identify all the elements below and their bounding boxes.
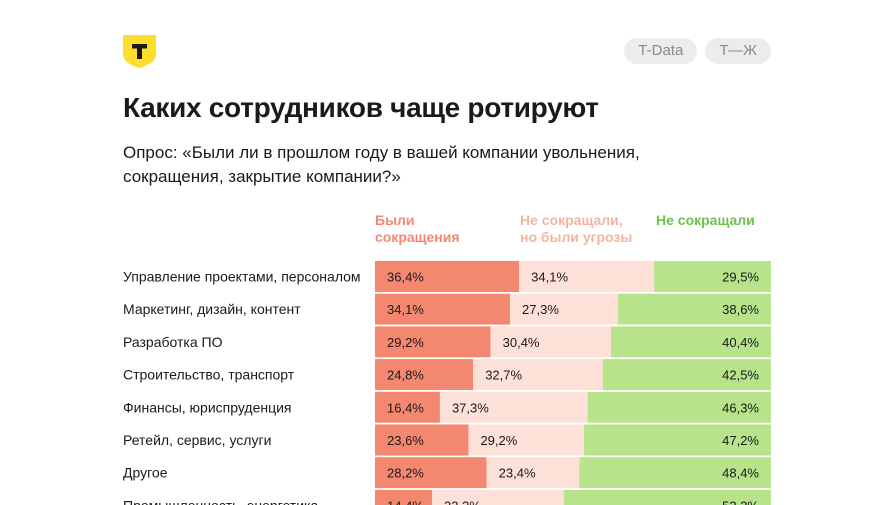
- row-gap: [375, 292, 771, 294]
- data-label: 47,2%: [722, 433, 759, 448]
- bar-segment: [468, 424, 585, 456]
- data-label: 27,3%: [522, 302, 559, 317]
- data-label: 33,3%: [444, 498, 481, 505]
- data-label: 36,4%: [387, 270, 424, 285]
- tag-t-data[interactable]: T-Data: [624, 38, 698, 64]
- chart-title: Каких сотрудников чаще ротируют: [123, 92, 599, 123]
- chart-legend: Были сокращения Не сокращали, но были уг…: [0, 212, 895, 252]
- bar-segment: [602, 359, 771, 391]
- bar-segment: [375, 391, 440, 423]
- data-label: 29,2%: [387, 335, 424, 350]
- data-label: 16,4%: [387, 400, 424, 415]
- data-label: 37,3%: [452, 400, 489, 415]
- row-label: Маркетинг, дизайн, контент: [123, 301, 301, 317]
- legend-item-no-cut: Не сокращали: [656, 212, 755, 228]
- bar-segment: [611, 326, 771, 358]
- t-logo: [123, 35, 156, 68]
- row-gap: [375, 488, 771, 490]
- tag-t-zh[interactable]: Т—Ж: [705, 38, 771, 64]
- bar-segment: [375, 326, 491, 358]
- data-label: 42,5%: [722, 368, 759, 383]
- row-gap: [375, 324, 771, 327]
- data-label: 23,6%: [387, 433, 424, 448]
- data-label: 14,4%: [387, 498, 424, 505]
- data-label: 40,4%: [722, 335, 759, 350]
- row-label: Промышленность, энергетика: [123, 497, 318, 505]
- row-label: Строительство, транспорт: [123, 367, 295, 383]
- bar-segment: [510, 293, 619, 325]
- row-gap: [375, 357, 771, 360]
- data-label: 46,3%: [722, 400, 759, 415]
- bar-segment: [375, 489, 433, 505]
- row-label: Другое: [123, 465, 168, 481]
- bar-segment: [432, 489, 564, 505]
- data-label: 30,4%: [503, 335, 540, 350]
- bar-segment: [519, 261, 655, 292]
- data-label: 48,4%: [722, 466, 759, 481]
- bar-segment: [375, 359, 474, 391]
- legend-item-threat: Не сокращали, но были угрозы: [520, 212, 633, 245]
- data-label: 23,4%: [499, 466, 536, 481]
- row-gap: [375, 422, 771, 425]
- data-label: 32,7%: [485, 368, 522, 383]
- data-label: 29,5%: [722, 270, 759, 285]
- bar-segment: [618, 293, 771, 325]
- data-label: 52,3%: [722, 498, 759, 505]
- bar-segment: [587, 391, 771, 423]
- bar-segment: [375, 457, 487, 489]
- data-label: 34,1%: [387, 302, 424, 317]
- legend-item-cut: Были сокращения: [375, 212, 460, 245]
- row-label: Управление проектами, персоналом: [123, 269, 361, 285]
- bar-segment: [375, 261, 520, 292]
- bar-segment: [579, 457, 771, 489]
- brand-tags: T-Data Т—Ж: [624, 38, 771, 64]
- data-label: 29,2%: [480, 433, 517, 448]
- row-gap: [375, 390, 771, 392]
- bar-segment: [375, 293, 511, 325]
- bar-segment: [563, 489, 771, 505]
- bar-segment: [473, 359, 603, 391]
- chart-subtitle: Опрос: «Были ли в прошлом году в вашей к…: [123, 143, 640, 186]
- data-label: 34,1%: [531, 270, 568, 285]
- bar-segment: [375, 424, 469, 456]
- row-gap: [375, 455, 771, 458]
- data-label: 28,2%: [387, 466, 424, 481]
- data-label: 38,6%: [722, 302, 759, 317]
- bar-segment: [490, 326, 612, 358]
- row-label: Ретейл, сервис, услуги: [123, 432, 271, 448]
- bar-segment: [654, 261, 771, 292]
- row-label: Финансы, юриспруденция: [123, 399, 292, 415]
- bar-segment: [584, 424, 771, 456]
- bar-segment: [439, 391, 588, 423]
- bar-segment: [486, 457, 580, 489]
- row-label: Разработка ПО: [123, 334, 223, 350]
- data-label: 24,8%: [387, 368, 424, 383]
